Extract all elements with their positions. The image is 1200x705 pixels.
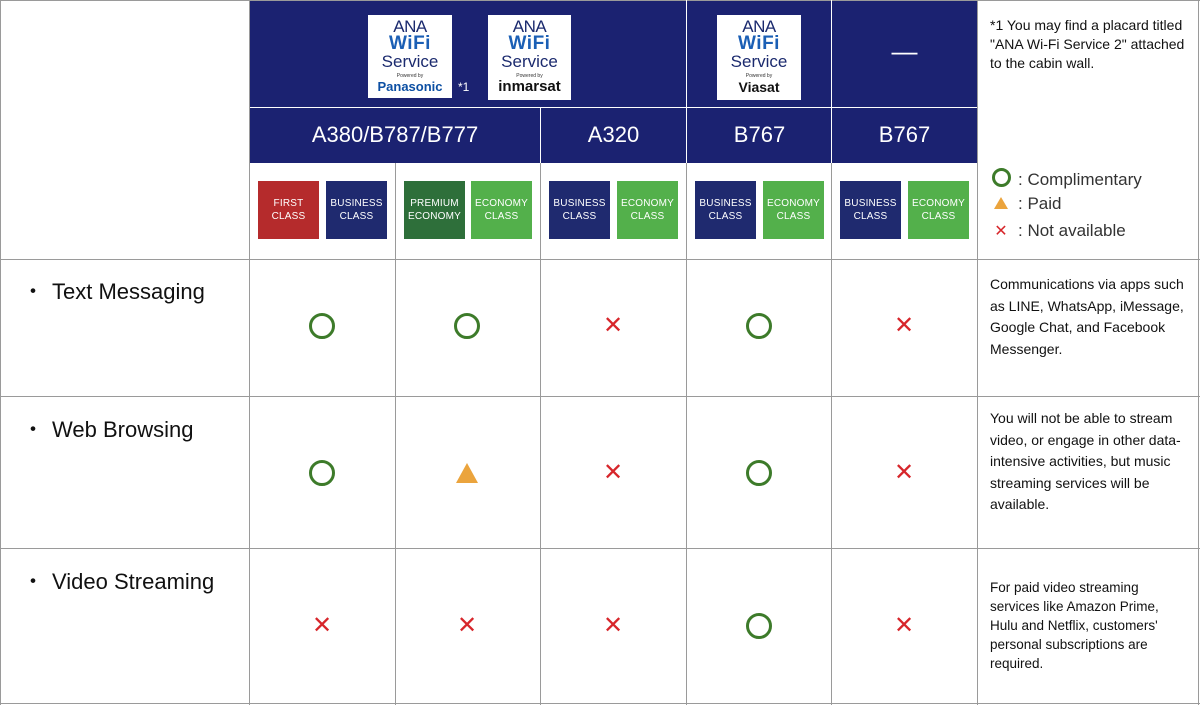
grid-line bbox=[540, 108, 541, 705]
grid-line bbox=[686, 0, 687, 705]
row-label: Text Messaging bbox=[52, 279, 205, 304]
grid-line bbox=[686, 0, 687, 163]
row-label-text-messaging: ・ Text Messaging bbox=[22, 274, 205, 306]
grid-line bbox=[0, 548, 1200, 549]
model-label: A380/B787/B777 bbox=[311, 122, 479, 147]
row-label-video-streaming: ・ Video Streaming bbox=[22, 564, 214, 596]
not-available-cross-icon: ✕ bbox=[311, 612, 333, 639]
logo-text: ANA bbox=[742, 17, 776, 36]
logo-text: WiFi bbox=[389, 33, 431, 54]
no-service-dash: — bbox=[891, 36, 918, 66]
row-description: Communications via apps such as LINE, Wh… bbox=[990, 276, 1184, 357]
row-description: You will not be able to stream video, or… bbox=[990, 410, 1181, 512]
model-label: A320 bbox=[587, 122, 640, 147]
complimentary-circle-icon bbox=[453, 312, 481, 340]
grid-line bbox=[0, 703, 1200, 704]
logo-text: Viasat bbox=[738, 79, 780, 95]
legend-not-available: ✕ : Not available bbox=[990, 221, 1126, 241]
legend-complimentary: : Complimentary bbox=[990, 168, 1142, 192]
not-available-cross-icon: ✕ bbox=[893, 459, 915, 486]
class-badge-economy: ECONOMY CLASS bbox=[617, 181, 678, 239]
class-badge-economy: ECONOMY CLASS bbox=[763, 181, 824, 239]
not-available-cross-icon: ✕ bbox=[456, 612, 478, 639]
logo-text: Powered by bbox=[745, 73, 773, 79]
class-badge-business: BUSINESS CLASS bbox=[840, 181, 901, 239]
grid-line bbox=[831, 0, 832, 163]
grid-line bbox=[540, 108, 541, 163]
complimentary-circle-icon bbox=[745, 312, 773, 340]
not-available-cross-icon: ✕ bbox=[893, 612, 915, 639]
legend-label: : Paid bbox=[1018, 194, 1062, 213]
complimentary-circle-icon bbox=[745, 612, 773, 640]
complimentary-circle-icon bbox=[745, 459, 773, 487]
logo-text: inmarsat bbox=[498, 78, 561, 95]
grid-line bbox=[249, 0, 250, 705]
legend-label: : Complimentary bbox=[1018, 170, 1142, 189]
logo-text: Service bbox=[730, 52, 788, 71]
grid-line bbox=[250, 162, 977, 163]
bullet: ・ bbox=[22, 417, 45, 442]
logo-text: ANA bbox=[512, 17, 547, 36]
grid-line bbox=[1198, 0, 1199, 705]
logo-text: Service bbox=[501, 52, 558, 71]
logo-text: Powered by bbox=[516, 73, 543, 79]
placard-footnote: *1 You may find a placard titled "ANA Wi… bbox=[990, 17, 1185, 71]
class-badge-premium-economy: PREMIUM ECONOMY bbox=[404, 181, 465, 239]
logo-text: Powered by bbox=[396, 73, 424, 79]
not-available-cross-icon: ✕ bbox=[602, 612, 624, 639]
ana-wifi-inmarsat-logo: ANA WiFi Service Powered by inmarsat bbox=[488, 15, 571, 100]
circle-icon bbox=[990, 168, 1012, 192]
grid-line bbox=[250, 107, 977, 108]
triangle-icon bbox=[990, 194, 1012, 214]
cross-icon: ✕ bbox=[994, 223, 1008, 240]
class-badge-economy: ECONOMY CLASS bbox=[471, 181, 532, 239]
grid-line bbox=[831, 0, 832, 705]
row-label: Video Streaming bbox=[52, 569, 215, 594]
logo-text: WiFi bbox=[738, 33, 780, 54]
bullet: ・ bbox=[22, 569, 45, 594]
class-badge-business: BUSINESS CLASS bbox=[326, 181, 387, 239]
grid-line bbox=[395, 163, 396, 705]
row-description: For paid video streaming services like A… bbox=[990, 580, 1159, 671]
grid-line bbox=[0, 0, 1200, 1]
class-badge-economy: ECONOMY CLASS bbox=[908, 181, 969, 239]
model-label: B767 bbox=[878, 122, 931, 147]
not-available-cross-icon: ✕ bbox=[893, 312, 915, 339]
legend-paid: : Paid bbox=[990, 194, 1061, 214]
paid-triangle-icon bbox=[453, 459, 481, 487]
complimentary-circle-icon bbox=[308, 459, 336, 487]
footnote-marker: *1 bbox=[458, 80, 470, 94]
legend-label: : Not available bbox=[1018, 221, 1126, 240]
class-badge-business: BUSINESS CLASS bbox=[695, 181, 756, 239]
logo-text: Panasonic bbox=[377, 79, 443, 94]
grid-line bbox=[977, 0, 978, 705]
row-label-web-browsing: ・ Web Browsing bbox=[22, 412, 193, 444]
grid-line bbox=[0, 396, 1200, 397]
not-available-cross-icon: ✕ bbox=[602, 312, 624, 339]
grid-line bbox=[0, 259, 1200, 260]
complimentary-circle-icon bbox=[308, 312, 336, 340]
class-badge-first: FIRST CLASS bbox=[258, 181, 319, 239]
logo-text: ANA bbox=[393, 17, 427, 36]
logo-text: WiFi bbox=[508, 33, 551, 54]
model-label: B767 bbox=[733, 122, 786, 147]
not-available-cross-icon: ✕ bbox=[602, 459, 624, 486]
bullet: ・ bbox=[22, 279, 45, 304]
ana-wifi-panasonic-logo: ANA WiFi Service Powered by Panasonic bbox=[368, 15, 452, 98]
class-badge-business: BUSINESS CLASS bbox=[549, 181, 610, 239]
ana-wifi-viasat-logo: ANA WiFi Service Powered by Viasat bbox=[717, 15, 801, 100]
row-label: Web Browsing bbox=[52, 417, 194, 442]
logo-text: Service bbox=[381, 52, 439, 71]
grid-line bbox=[0, 0, 1, 705]
